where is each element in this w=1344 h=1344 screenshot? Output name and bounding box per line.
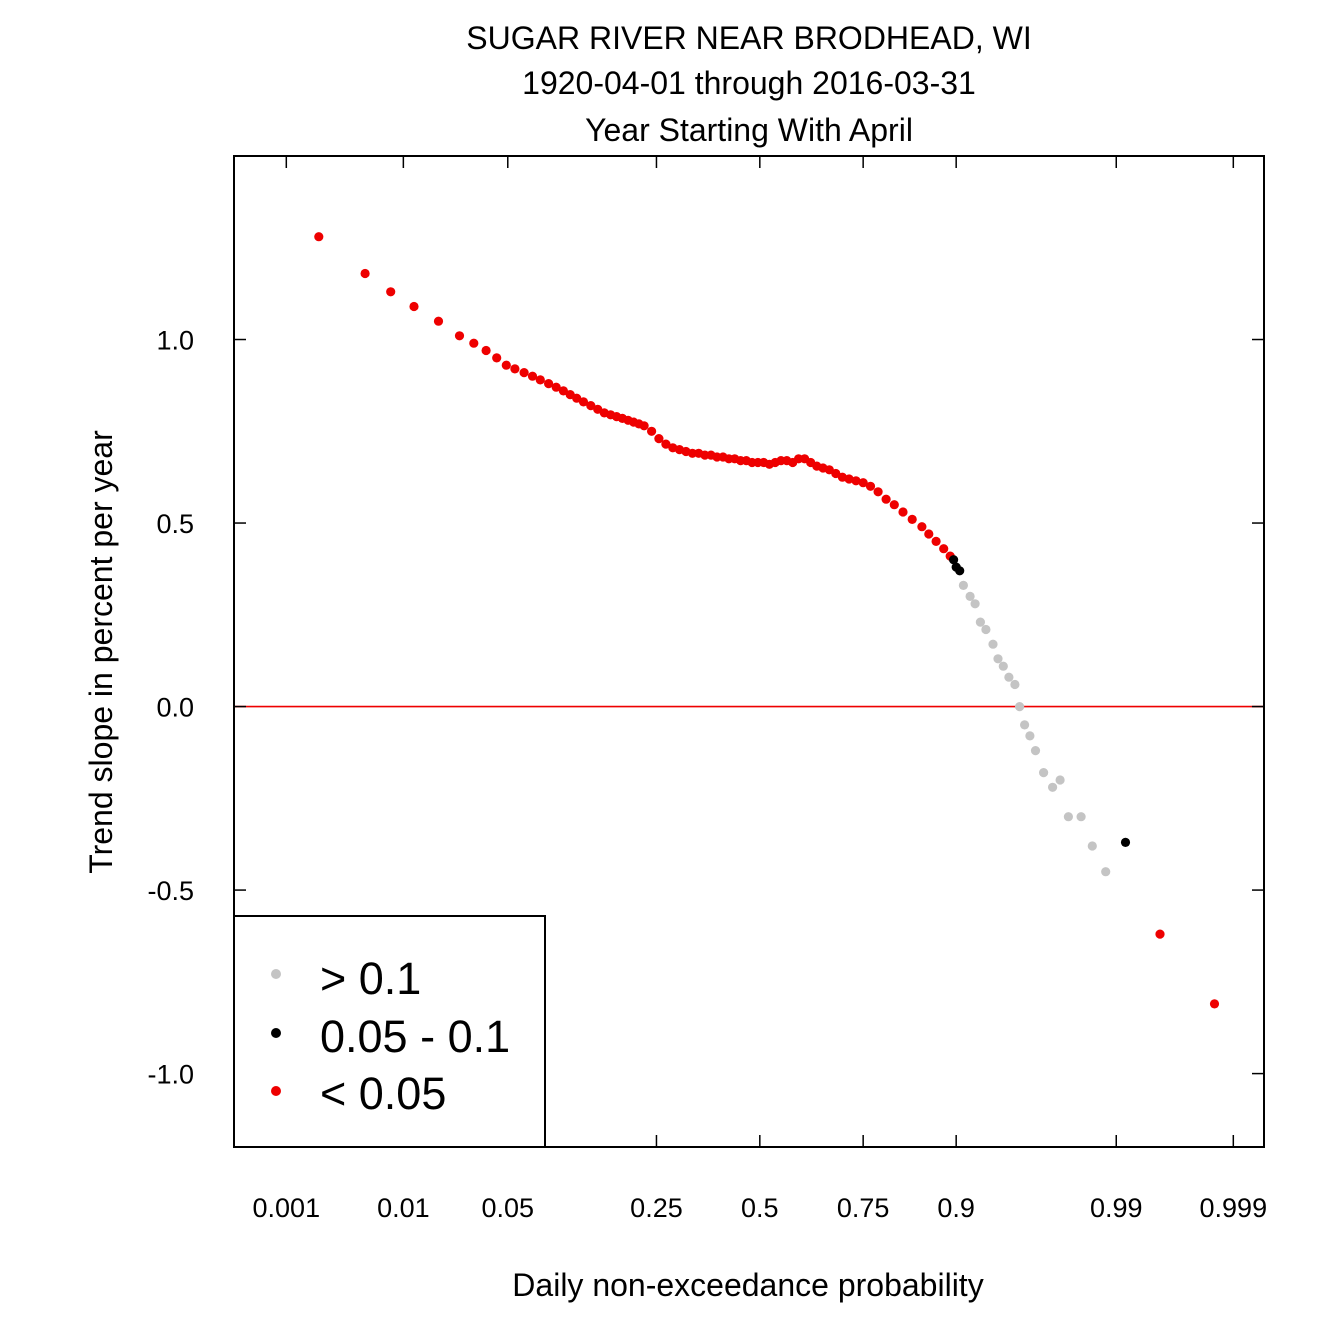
data-point	[955, 566, 965, 576]
data-point	[889, 500, 899, 510]
data-point	[1087, 841, 1097, 851]
data-point	[851, 476, 861, 486]
data-point	[1063, 812, 1073, 822]
data-point	[975, 617, 986, 627]
y-axis: -1.0 -0.5 0.0 0.5 1.0	[147, 326, 1264, 1090]
data-point	[386, 287, 396, 297]
data-point	[433, 316, 444, 326]
data-point	[1010, 679, 1020, 690]
legend-box	[233, 915, 546, 1148]
data-point	[949, 555, 959, 565]
data-point	[1209, 999, 1220, 1009]
x-tick-label: 0.05	[481, 1193, 534, 1223]
y-tick-label: 0.0	[156, 693, 194, 723]
data-point	[469, 338, 479, 348]
data-point	[360, 268, 370, 279]
data-point	[858, 478, 868, 488]
data-point	[647, 426, 657, 436]
legend-label-lt-0-05: < 0.05	[320, 1068, 446, 1119]
data-point	[1025, 731, 1035, 741]
data-point	[510, 364, 520, 374]
data-point	[1030, 746, 1041, 756]
data-point	[907, 514, 917, 525]
data-point	[924, 529, 934, 539]
data-point	[492, 353, 502, 363]
data-point	[1020, 720, 1030, 730]
x-tick-label: 0.001	[253, 1193, 321, 1223]
y-tick-label: 1.0	[156, 326, 194, 356]
legend: > 0.1 0.05 - 0.1 < 0.05	[233, 915, 546, 1148]
data-point	[409, 301, 419, 312]
data-point	[958, 580, 969, 591]
data-point	[939, 544, 949, 554]
data-point	[1048, 782, 1058, 792]
data-point	[1076, 812, 1086, 822]
y-axis-label: Trend slope in percent per year	[83, 430, 119, 874]
data-point	[981, 624, 991, 635]
data-point	[970, 599, 980, 609]
x-tick-label: 0.99	[1090, 1193, 1143, 1223]
x-axis: 0.001 0.01 0.05 0.25 0.5 0.75 0.9 0.99 0.999	[253, 156, 1268, 1223]
data-point	[572, 393, 582, 403]
data-point	[1101, 867, 1111, 877]
data-point	[873, 487, 883, 497]
data-point	[917, 522, 927, 532]
y-tick-label: -0.5	[147, 876, 194, 906]
data-point	[844, 474, 854, 484]
data-point	[1055, 775, 1065, 785]
plot-frame	[233, 155, 1265, 1148]
legend-label-0-05-0-1: 0.05 - 0.1	[320, 1011, 510, 1062]
data-point	[881, 494, 891, 504]
x-tick-label: 0.01	[377, 1193, 430, 1223]
data-point	[454, 331, 465, 341]
data-point	[551, 382, 561, 392]
chart-subtitle: 1920-04-01 through 2016-03-31	[522, 65, 976, 101]
data-point	[687, 448, 698, 458]
legend-label-gt-0-1: > 0.1	[320, 953, 421, 1004]
chart-subtitle-2: Year Starting With April	[585, 112, 913, 148]
data-point	[578, 397, 589, 407]
data-point	[527, 371, 538, 381]
data-point	[481, 345, 491, 356]
legend-marker-black	[271, 1028, 281, 1038]
data-point	[1015, 702, 1025, 712]
data-point	[965, 591, 975, 602]
data-point	[993, 654, 1003, 664]
x-tick-label: 0.75	[837, 1193, 890, 1223]
data-point	[501, 360, 511, 370]
data-point	[1039, 768, 1049, 778]
data-point	[639, 421, 649, 431]
data-point	[558, 386, 569, 396]
chart-title: SUGAR RIVER NEAR BRODHEAD, WI	[466, 20, 1032, 56]
data-point	[931, 536, 941, 547]
x-tick-label: 0.999	[1200, 1193, 1268, 1223]
x-tick-label: 0.5	[741, 1193, 779, 1223]
data-point	[535, 375, 545, 385]
data-point	[544, 379, 554, 389]
y-tick-label: -1.0	[147, 1060, 194, 1090]
data-point	[865, 481, 876, 491]
legend-marker-gray	[271, 969, 281, 979]
data-point	[1120, 837, 1131, 848]
data-point	[1155, 929, 1165, 939]
data-point	[586, 401, 596, 411]
data-point	[1004, 672, 1014, 682]
legend-marker-red	[271, 1086, 281, 1096]
data-point	[519, 368, 529, 378]
data-point	[661, 439, 671, 449]
data-point	[998, 661, 1008, 671]
points-group	[314, 232, 1220, 1009]
data-point	[314, 232, 324, 242]
data-point	[898, 507, 908, 517]
x-axis-label: Daily non-exceedance probability	[512, 1267, 983, 1303]
x-tick-label: 0.9	[937, 1193, 975, 1223]
data-point	[988, 639, 998, 649]
x-tick-label: 0.25	[630, 1193, 683, 1223]
y-tick-label: 0.5	[156, 509, 194, 539]
data-point	[654, 434, 664, 444]
